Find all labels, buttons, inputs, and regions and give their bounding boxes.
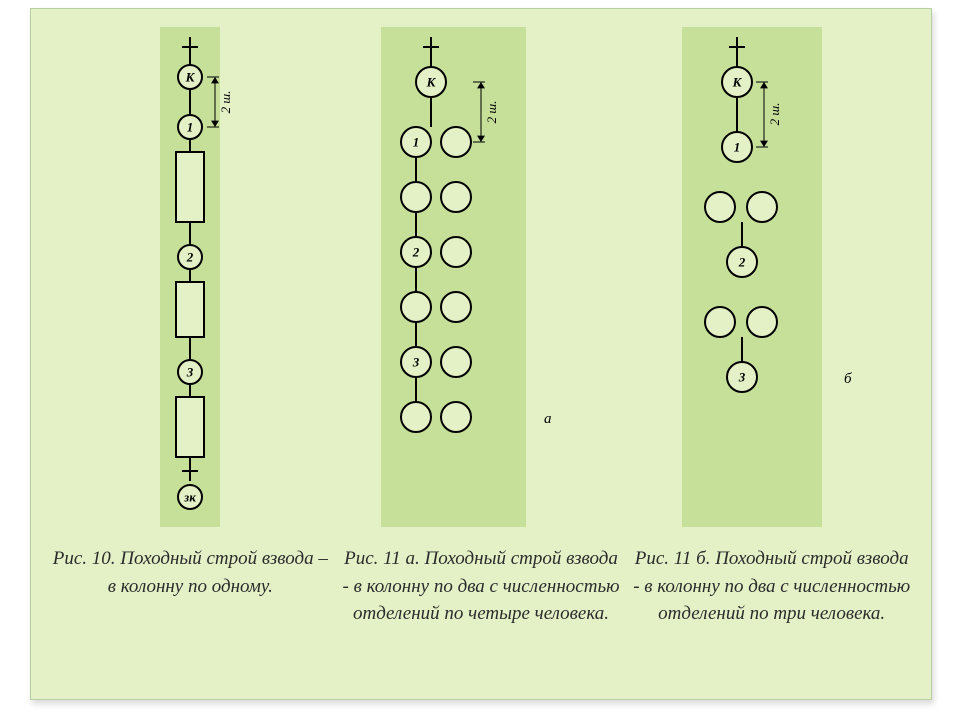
figure-10-panel: К 1 2 3 зк 2 ш. Рис. 10. Походный строй взвод…	[45, 27, 336, 600]
figure-11b-caption: Рис. 11 б. Походный строй взвода - в кол…	[626, 545, 917, 628]
svg-text:1: 1	[187, 120, 194, 135]
svg-text:а: а	[544, 411, 552, 427]
svg-text:1: 1	[413, 135, 420, 150]
svg-text:зк: зк	[183, 490, 196, 505]
svg-text:2: 2	[186, 250, 194, 265]
svg-text:2: 2	[737, 255, 745, 270]
svg-text:2 ш.: 2 ш.	[767, 103, 782, 126]
svg-text:К: К	[731, 75, 742, 90]
svg-text:3: 3	[737, 370, 745, 385]
svg-text:3: 3	[412, 355, 420, 370]
svg-text:1: 1	[733, 140, 740, 155]
svg-text:2 ш.: 2 ш.	[484, 101, 499, 124]
slide: К 1 2 3 зк 2 ш. Рис. 10. Походный строй взвод…	[30, 8, 932, 700]
svg-text:3: 3	[186, 365, 194, 380]
svg-text:2 ш.: 2 ш.	[218, 91, 233, 114]
figure-10-diagram: К 1 2 3 зк 2 ш.	[130, 27, 250, 527]
svg-text:К: К	[185, 70, 196, 85]
svg-text:б: б	[844, 371, 852, 387]
figure-11b-panel: К 1 2 3 б 2 ш. Рис. 11 б. Походный строй взво…	[626, 27, 917, 628]
svg-text:К: К	[426, 75, 437, 90]
figure-10-caption: Рис. 10. Походный строй взвода – в колон…	[45, 545, 336, 600]
svg-text:2: 2	[412, 245, 420, 260]
figure-11a-panel: К 1 2 3 а 2 ш. Рис. 11 а. Походный строй взво…	[336, 27, 627, 628]
figure-11a-diagram: К 1 2 3 а 2 ш.	[371, 27, 591, 527]
figure-11a-caption: Рис. 11 а. Походный строй взвода - в кол…	[336, 545, 627, 628]
figure-11b-diagram: К 1 2 3 б 2 ш.	[662, 27, 882, 527]
